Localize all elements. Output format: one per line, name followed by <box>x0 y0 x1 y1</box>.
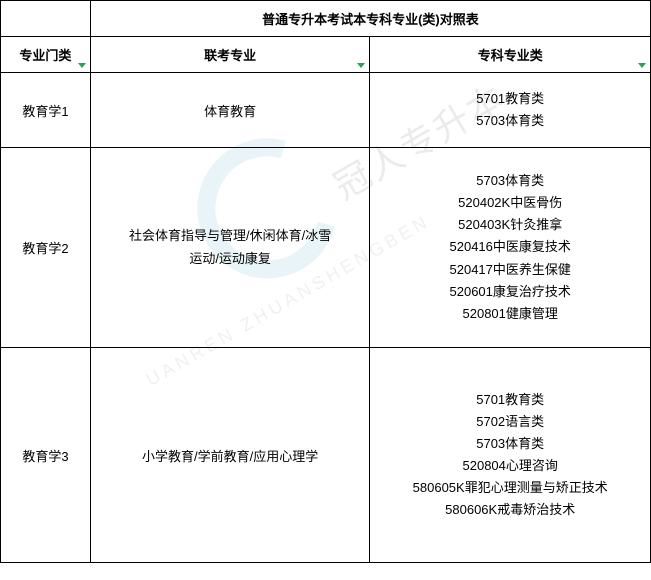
exam-major-cell: 社会体育指导与管理/休闲体育/冰雪 运动/运动康复 <box>90 148 370 348</box>
specialty-item: 580605K罪犯心理测量与矫正技术 <box>374 477 646 499</box>
specialty-cell: 5703体育类 520402K中医骨伤 520403K针灸推拿 520416中医… <box>370 148 651 348</box>
specialty-cell: 5701教育类 5702语言类 5703体育类 520804心理咨询 58060… <box>370 348 651 563</box>
header-specialty[interactable]: 专科专业类 <box>370 37 651 73</box>
specialty-item: 520601康复治疗技术 <box>374 281 646 303</box>
category-cell: 教育学3 <box>1 348 91 563</box>
exam-major-line: 社会体育指导与管理/休闲体育/冰雪 <box>95 225 366 247</box>
specialty-item: 520417中医养生保健 <box>374 259 646 281</box>
specialty-item: 520804心理咨询 <box>374 455 646 477</box>
table-title: 普通专升本考试本专科专业(类)对照表 <box>90 1 650 37</box>
specialty-item: 5701教育类 <box>374 88 646 110</box>
dropdown-arrow-icon[interactable] <box>638 63 646 68</box>
table-row: 教育学2 社会体育指导与管理/休闲体育/冰雪 运动/运动康复 5703体育类 5… <box>1 148 651 348</box>
specialty-item: 520403K针灸推拿 <box>374 214 646 236</box>
header-exam-major[interactable]: 联考专业 <box>90 37 370 73</box>
exam-major-cell: 体育教育 <box>90 73 370 148</box>
category-cell: 教育学1 <box>1 73 91 148</box>
dropdown-arrow-icon[interactable] <box>78 63 86 68</box>
specialty-item: 520801健康管理 <box>374 303 646 325</box>
comparison-table: 普通专升本考试本专科专业(类)对照表 专业门类 联考专业 专科专业类 教育学1 … <box>0 0 651 563</box>
specialty-item: 580606K戒毒矫治技术 <box>374 499 646 521</box>
table-header-row: 专业门类 联考专业 专科专业类 <box>1 37 651 73</box>
header-category-label: 专业门类 <box>19 48 71 63</box>
specialty-item: 5702语言类 <box>374 411 646 433</box>
specialty-item: 5703体育类 <box>374 110 646 132</box>
table-row: 教育学1 体育教育 5701教育类 5703体育类 <box>1 73 651 148</box>
header-exam-major-label: 联考专业 <box>204 48 256 63</box>
dropdown-arrow-icon[interactable] <box>357 63 365 68</box>
specialty-item: 5701教育类 <box>374 389 646 411</box>
title-empty-cell <box>1 1 91 37</box>
exam-major-cell: 小学教育/学前教育/应用心理学 <box>90 348 370 563</box>
header-specialty-label: 专科专业类 <box>478 48 543 63</box>
specialty-item: 520416中医康复技术 <box>374 236 646 258</box>
header-category[interactable]: 专业门类 <box>1 37 91 73</box>
specialty-item: 5703体育类 <box>374 433 646 455</box>
specialty-item: 5703体育类 <box>374 170 646 192</box>
exam-major-line: 运动/运动康复 <box>95 248 366 270</box>
table-row: 教育学3 小学教育/学前教育/应用心理学 5701教育类 5702语言类 570… <box>1 348 651 563</box>
specialty-cell: 5701教育类 5703体育类 <box>370 73 651 148</box>
specialty-item: 520402K中医骨伤 <box>374 192 646 214</box>
table-title-row: 普通专升本考试本专科专业(类)对照表 <box>1 1 651 37</box>
category-cell: 教育学2 <box>1 148 91 348</box>
